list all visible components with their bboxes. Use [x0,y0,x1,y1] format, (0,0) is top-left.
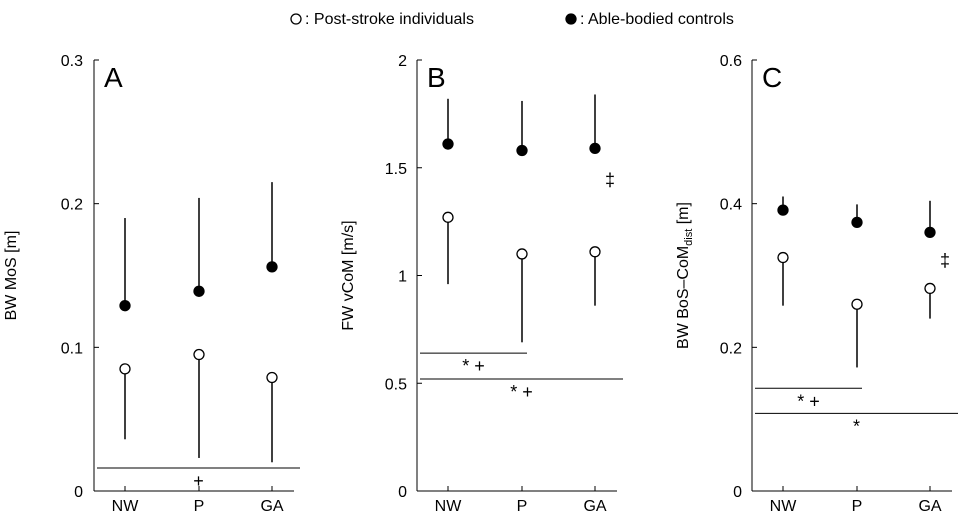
significance-label: * + [797,391,820,411]
stroke-point [267,373,277,383]
y-tick-label: 0.2 [61,197,83,214]
legend-filled-marker [566,14,576,24]
legend-filled-label: : Able-bodied controls [580,11,734,28]
side-marker: ‡ [940,250,950,270]
y-tick-label: 1.5 [385,161,407,178]
significance-label: * [853,416,860,436]
panels: 0 0.1 0.2 0.3 NW P GA A BW MoS [m] +0 0.5 1 1.5 2 NW P G… [3,53,958,515]
y-tick-label: 0.4 [720,197,742,214]
control-point [194,286,204,296]
y-axis-label: FW vCoM [m/s] [340,220,357,330]
stroke-point [517,249,527,259]
y-tick-label: 0 [398,484,407,501]
y-tick-label: 0.6 [720,53,742,70]
y-tick-label: 0.1 [61,340,83,357]
significance-label: * + [510,382,533,402]
legend-open-marker [291,14,301,24]
significance-label: + [193,471,204,491]
x-tick-label: P [194,498,205,515]
control-point [778,205,788,215]
x-tick-label: P [517,498,528,515]
y-tick-label: 1 [398,269,407,286]
x-tick-label: GA [918,498,941,515]
y-tick-label: 0.3 [61,53,83,70]
panel-letter: B [427,62,446,93]
panel-letter: A [104,62,123,93]
stroke-point [852,299,862,309]
stroke-point [925,283,935,293]
control-point [267,262,277,272]
control-point [120,301,130,311]
y-axis-label: BW BoS–CoMdist [m] [675,202,695,349]
y-axis-label: BW MoS [m] [3,231,20,321]
panel-a: 0 0.1 0.2 0.3 NW P GA A BW MoS [m] + [3,53,300,515]
stroke-point [120,364,130,374]
control-point [925,227,935,237]
control-point [443,139,453,149]
x-tick-label: P [852,498,863,515]
panel-b: 0 0.5 1 1.5 2 NW P GA B FW vCoM [m/s] * + * + ‡ [340,53,623,515]
x-tick-label: NW [435,498,463,515]
panel-letter: C [762,62,782,93]
stroke-point [194,350,204,360]
legend-open-label: : Post-stroke individuals [305,11,474,28]
x-tick-label: NW [770,498,798,515]
stroke-point [590,247,600,257]
control-point [517,146,527,156]
legend: : Post-stroke individuals : Able-bodied … [291,11,734,28]
y-tick-label: 2 [398,53,407,70]
control-point [852,217,862,227]
side-marker: ‡ [605,170,615,190]
stroke-point [443,212,453,222]
significance-label: * + [462,356,485,376]
x-tick-label: NW [112,498,140,515]
y-tick-label: 0 [74,484,83,501]
y-tick-label: 0.2 [720,340,742,357]
panel-c: 0 0.2 0.4 0.6 NW P GA C BW BoS–CoMdist [m] * + * ‡ [675,53,958,515]
x-tick-label: GA [583,498,606,515]
y-tick-label: 0 [733,484,742,501]
control-point [590,143,600,153]
y-tick-label: 0.5 [385,376,407,393]
x-tick-label: GA [260,498,283,515]
stroke-point [778,253,788,263]
